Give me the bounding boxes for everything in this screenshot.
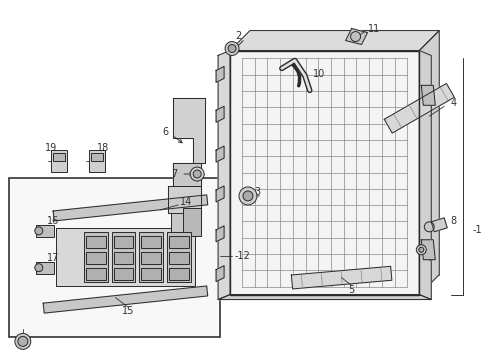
Bar: [169, 252, 189, 264]
Bar: [113, 236, 133, 248]
Polygon shape: [229, 31, 438, 50]
Text: 8: 8: [449, 216, 455, 226]
Text: 6: 6: [162, 127, 168, 137]
Bar: [9, 178, 220, 337]
Polygon shape: [43, 286, 207, 313]
Bar: [85, 236, 105, 248]
Polygon shape: [218, 294, 430, 300]
Text: 9: 9: [427, 253, 432, 263]
Bar: [111, 232, 135, 282]
Circle shape: [239, 187, 256, 205]
Text: 16: 16: [47, 216, 59, 226]
Bar: [85, 252, 105, 264]
Polygon shape: [173, 163, 201, 186]
Bar: [88, 150, 104, 172]
Circle shape: [18, 336, 28, 346]
Polygon shape: [384, 84, 453, 133]
Text: 19: 19: [45, 143, 57, 153]
Polygon shape: [419, 31, 438, 294]
Text: 18: 18: [96, 143, 109, 153]
Bar: [85, 268, 105, 280]
Polygon shape: [430, 218, 447, 232]
Polygon shape: [249, 31, 438, 275]
Bar: [169, 236, 189, 248]
Polygon shape: [216, 146, 224, 162]
Polygon shape: [345, 28, 367, 45]
Circle shape: [415, 245, 426, 255]
Bar: [141, 236, 161, 248]
Text: 17: 17: [47, 253, 59, 263]
Text: 2: 2: [235, 31, 241, 41]
Polygon shape: [218, 50, 229, 300]
Polygon shape: [421, 240, 434, 260]
Polygon shape: [53, 195, 207, 221]
Bar: [229, 50, 419, 294]
Text: 4: 4: [449, 98, 455, 108]
Circle shape: [418, 247, 423, 252]
Polygon shape: [421, 85, 434, 105]
Polygon shape: [173, 98, 205, 163]
Circle shape: [15, 333, 31, 349]
Bar: [51, 150, 66, 172]
Bar: [56, 228, 195, 285]
Text: 11: 11: [367, 24, 379, 33]
Polygon shape: [216, 266, 224, 282]
Bar: [53, 153, 64, 161]
Bar: [171, 213, 196, 235]
Circle shape: [424, 222, 433, 232]
Polygon shape: [291, 266, 391, 289]
Bar: [229, 50, 419, 294]
Circle shape: [350, 32, 360, 41]
Circle shape: [224, 41, 239, 55]
Bar: [169, 268, 189, 280]
Circle shape: [193, 170, 201, 178]
Bar: [167, 232, 191, 282]
Bar: [113, 252, 133, 264]
Text: 3: 3: [253, 187, 260, 197]
Text: 15: 15: [122, 306, 134, 316]
Circle shape: [190, 167, 203, 181]
Bar: [141, 268, 161, 280]
Text: 5: 5: [348, 284, 354, 294]
Bar: [36, 262, 54, 274]
Bar: [83, 232, 107, 282]
Circle shape: [243, 191, 252, 201]
Text: 13: 13: [16, 339, 28, 350]
Polygon shape: [216, 226, 224, 242]
Bar: [113, 268, 133, 280]
Text: 7: 7: [171, 169, 177, 179]
Text: 14: 14: [180, 197, 192, 207]
Polygon shape: [216, 186, 224, 202]
Circle shape: [35, 227, 42, 235]
Polygon shape: [216, 67, 224, 82]
Circle shape: [35, 264, 42, 272]
Polygon shape: [419, 50, 430, 300]
Bar: [139, 232, 163, 282]
Polygon shape: [168, 186, 201, 213]
Bar: [141, 252, 161, 264]
Bar: [36, 225, 54, 237]
Circle shape: [227, 45, 236, 53]
Polygon shape: [216, 106, 224, 122]
Bar: [183, 208, 201, 236]
Bar: [90, 153, 102, 161]
Text: 10: 10: [312, 69, 325, 80]
Text: -1: -1: [471, 225, 481, 235]
Text: -12: -12: [234, 251, 249, 261]
